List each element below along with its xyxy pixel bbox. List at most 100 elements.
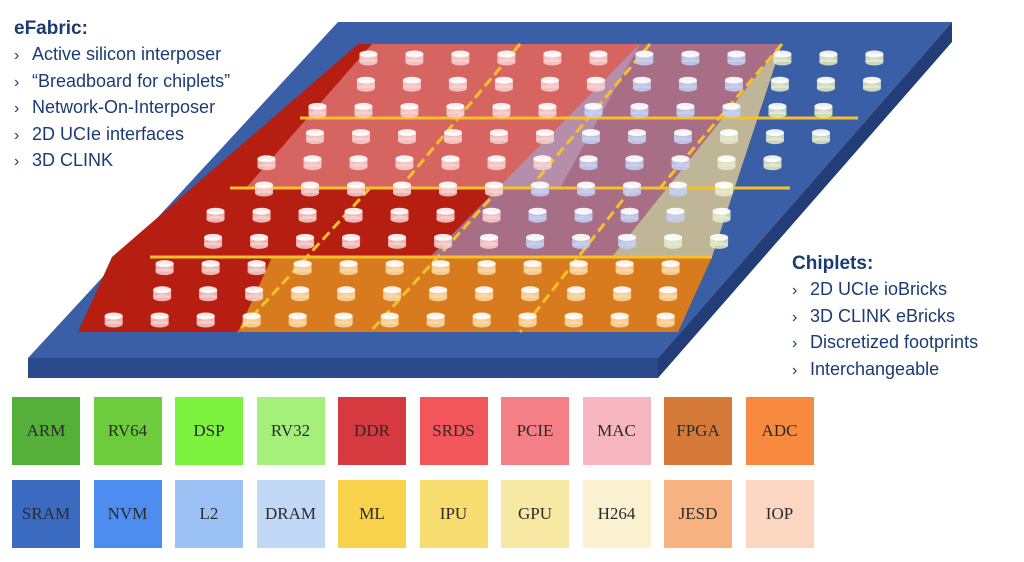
- efabric-title: eFabric:: [14, 18, 88, 39]
- bump-pad-base: [673, 137, 692, 145]
- bump-pad-top: [339, 260, 358, 268]
- bump-pad-top: [288, 312, 307, 320]
- bump-pad-base: [354, 110, 373, 118]
- efabric-item: › 3D CLINK: [14, 148, 230, 175]
- bump-pad-side: [865, 54, 884, 62]
- bump-pad-base: [436, 215, 455, 223]
- chiplet-tile: JESD: [664, 480, 732, 548]
- bump-pad-side: [819, 54, 838, 62]
- efabric-list: › Active silicon interposer › “Breadboard …: [14, 42, 230, 175]
- bump-pad-side: [196, 316, 215, 324]
- bump-pad-top: [250, 233, 269, 241]
- bump-pad-top: [531, 181, 550, 189]
- bump-pad-base: [385, 268, 404, 276]
- chevron-right-icon: ›: [14, 47, 20, 64]
- bump-pad-top: [630, 102, 649, 110]
- bump-pad-base: [349, 163, 368, 171]
- chiplet-tile: H264: [582, 480, 651, 548]
- chevron-right-icon: ›: [14, 100, 20, 117]
- bump-pad-top: [722, 102, 741, 110]
- bump-pad-top: [625, 155, 644, 163]
- bump-pad-base: [339, 268, 358, 276]
- bump-pad-side: [405, 54, 424, 62]
- bump-pad-side: [625, 158, 644, 167]
- bump-pad-top: [356, 76, 375, 84]
- bump-pad-top: [533, 155, 552, 163]
- bump-pad-side: [659, 289, 678, 298]
- bump-pad-base: [610, 320, 629, 328]
- bump-pad-base: [528, 215, 547, 223]
- chiplets-item: › Discretized footprints: [792, 330, 978, 357]
- bump-pad-base: [521, 294, 540, 302]
- bump-pad-side: [383, 289, 402, 298]
- bump-pad-top: [770, 76, 789, 84]
- bump-pad-top: [150, 312, 169, 320]
- bump-pad-top: [206, 207, 225, 215]
- bump-pad-side: [199, 289, 218, 298]
- chevron-right-icon: ›: [14, 126, 20, 144]
- bump-pad-side: [400, 106, 419, 115]
- bump-pad-base: [620, 215, 639, 223]
- bump-pad-side: [773, 54, 792, 62]
- bump-pad-top: [712, 207, 731, 215]
- bump-pad-side: [354, 106, 373, 115]
- bump-pad-top: [334, 312, 353, 320]
- bump-pad-base: [712, 215, 731, 223]
- bump-pad-side: [610, 316, 629, 324]
- bump-pad-side: [543, 54, 562, 62]
- chiplet-tile: IPU: [419, 480, 488, 548]
- bump-pad-base: [351, 137, 370, 145]
- bump-pad-base: [763, 163, 782, 171]
- bump-pad-side: [448, 80, 467, 89]
- bump-pad-base: [664, 241, 683, 249]
- bump-pad-side: [344, 211, 363, 220]
- bump-pad-base: [659, 294, 678, 302]
- bump-pad-top: [666, 207, 685, 215]
- bump-pad-side: [722, 106, 741, 115]
- bump-pad-side: [337, 289, 356, 298]
- chiplet-tile-palette: ARM RV64 DSP RV32 DDR SRDS PCIE MAC FPGA…: [12, 397, 814, 548]
- bump-pad-base: [540, 84, 559, 92]
- bump-pad-side: [252, 211, 271, 220]
- chiplet-tile: DSP: [175, 397, 243, 465]
- bump-pad-side: [380, 316, 399, 324]
- bump-pad-top: [155, 260, 174, 268]
- bump-pad-top: [293, 260, 312, 268]
- bump-pad-side: [250, 237, 269, 246]
- bump-pad-top: [448, 76, 467, 84]
- bump-pad-side: [255, 185, 274, 193]
- bump-pad-top: [526, 233, 545, 241]
- efabric-item: › Active silicon interposer: [14, 42, 230, 69]
- bump-pad-top: [487, 155, 506, 163]
- bump-pad-side: [528, 211, 547, 220]
- bump-pad-side: [487, 158, 506, 167]
- bump-pad-base: [402, 84, 421, 92]
- bump-pad-top: [397, 129, 416, 137]
- bump-pad-top: [661, 260, 680, 268]
- bump-pad-side: [494, 80, 513, 89]
- bump-pad-side: [301, 185, 320, 193]
- bump-pad-side: [393, 185, 412, 193]
- bump-pad-base: [681, 58, 700, 66]
- bump-pad-base: [150, 320, 169, 328]
- bump-pad-base: [347, 189, 366, 197]
- bump-pad-base: [816, 84, 835, 92]
- bump-pad-side: [577, 185, 596, 193]
- bump-pad-top: [395, 155, 414, 163]
- bump-pad-top: [671, 155, 690, 163]
- bump-pad-side: [618, 237, 637, 246]
- bump-pad-base: [448, 84, 467, 92]
- bump-pad-side: [475, 289, 494, 298]
- bump-pad-side: [242, 316, 261, 324]
- bump-pad-top: [434, 233, 453, 241]
- bump-pad-side: [623, 185, 642, 193]
- bump-pad-top: [443, 129, 462, 137]
- chevron-right-icon: ›: [792, 282, 798, 299]
- bump-pad-base: [337, 294, 356, 302]
- bump-pad-side: [540, 80, 559, 89]
- bump-pad-side: [632, 80, 651, 89]
- bump-pad-base: [426, 320, 445, 328]
- bump-pad-base: [393, 189, 412, 197]
- bump-pad-base: [710, 241, 729, 249]
- bump-array: [104, 50, 884, 328]
